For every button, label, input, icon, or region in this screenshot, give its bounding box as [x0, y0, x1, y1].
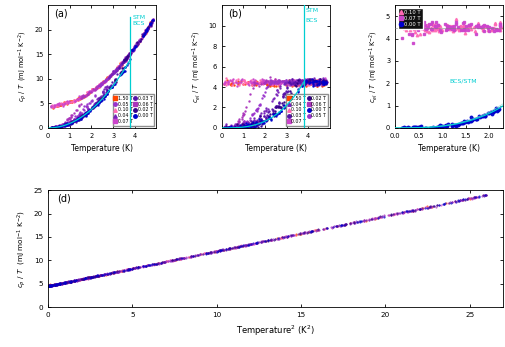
X-axis label: Temperature (K): Temperature (K) — [244, 144, 306, 153]
Text: (c): (c) — [401, 9, 414, 19]
Text: (b): (b) — [228, 9, 241, 19]
Y-axis label: $c_{P}$ / $T$  (mJ mol$^{-1}$ K$^{-2}$): $c_{P}$ / $T$ (mJ mol$^{-1}$ K$^{-2}$) — [17, 31, 29, 102]
Text: STM: STM — [132, 15, 145, 20]
Text: (d): (d) — [57, 194, 71, 204]
X-axis label: Temperature$^2$ (K$^2$): Temperature$^2$ (K$^2$) — [236, 323, 315, 338]
X-axis label: Temperature (K): Temperature (K) — [418, 144, 479, 153]
Legend: 1.50 T, 0.04 T, 0.10 T, 0.03 T, 0.07 T, 0.02 T, 0.06 T, 0.00 T, 0.05 T: 1.50 T, 0.04 T, 0.10 T, 0.03 T, 0.07 T, … — [285, 94, 327, 126]
Legend: 0.10 T, 0.07 T, 0.00 T: 0.10 T, 0.07 T, 0.00 T — [397, 8, 422, 29]
Y-axis label: $c_{el}$ / $T$  (mJ mol$^{-1}$ K$^{-2}$): $c_{el}$ / $T$ (mJ mol$^{-1}$ K$^{-2}$) — [367, 30, 380, 103]
Text: (a): (a) — [55, 9, 68, 19]
Legend: 1.50 T, 0.05 T, 0.10 T, 0.04 T, 0.07 T, 0.03 T, 0.06 T, 0.02 T, 0.00 T: 1.50 T, 0.05 T, 0.10 T, 0.04 T, 0.07 T, … — [112, 94, 154, 126]
Text: BCS/STM: BCS/STM — [448, 79, 476, 84]
Text: BCS: BCS — [132, 22, 144, 26]
Y-axis label: $c_{el}$ / $T$  (mJ mol$^{-1}$ K$^{-2}$): $c_{el}$ / $T$ (mJ mol$^{-1}$ K$^{-2}$) — [190, 30, 203, 103]
Y-axis label: $c_{P}$ / $T$  (mJ mol$^{-1}$ K$^{-2}$): $c_{P}$ / $T$ (mJ mol$^{-1}$ K$^{-2}$) — [16, 210, 28, 288]
X-axis label: Temperature (K): Temperature (K) — [71, 144, 133, 153]
Text: STM: STM — [305, 8, 318, 13]
Text: BCS: BCS — [305, 18, 318, 23]
